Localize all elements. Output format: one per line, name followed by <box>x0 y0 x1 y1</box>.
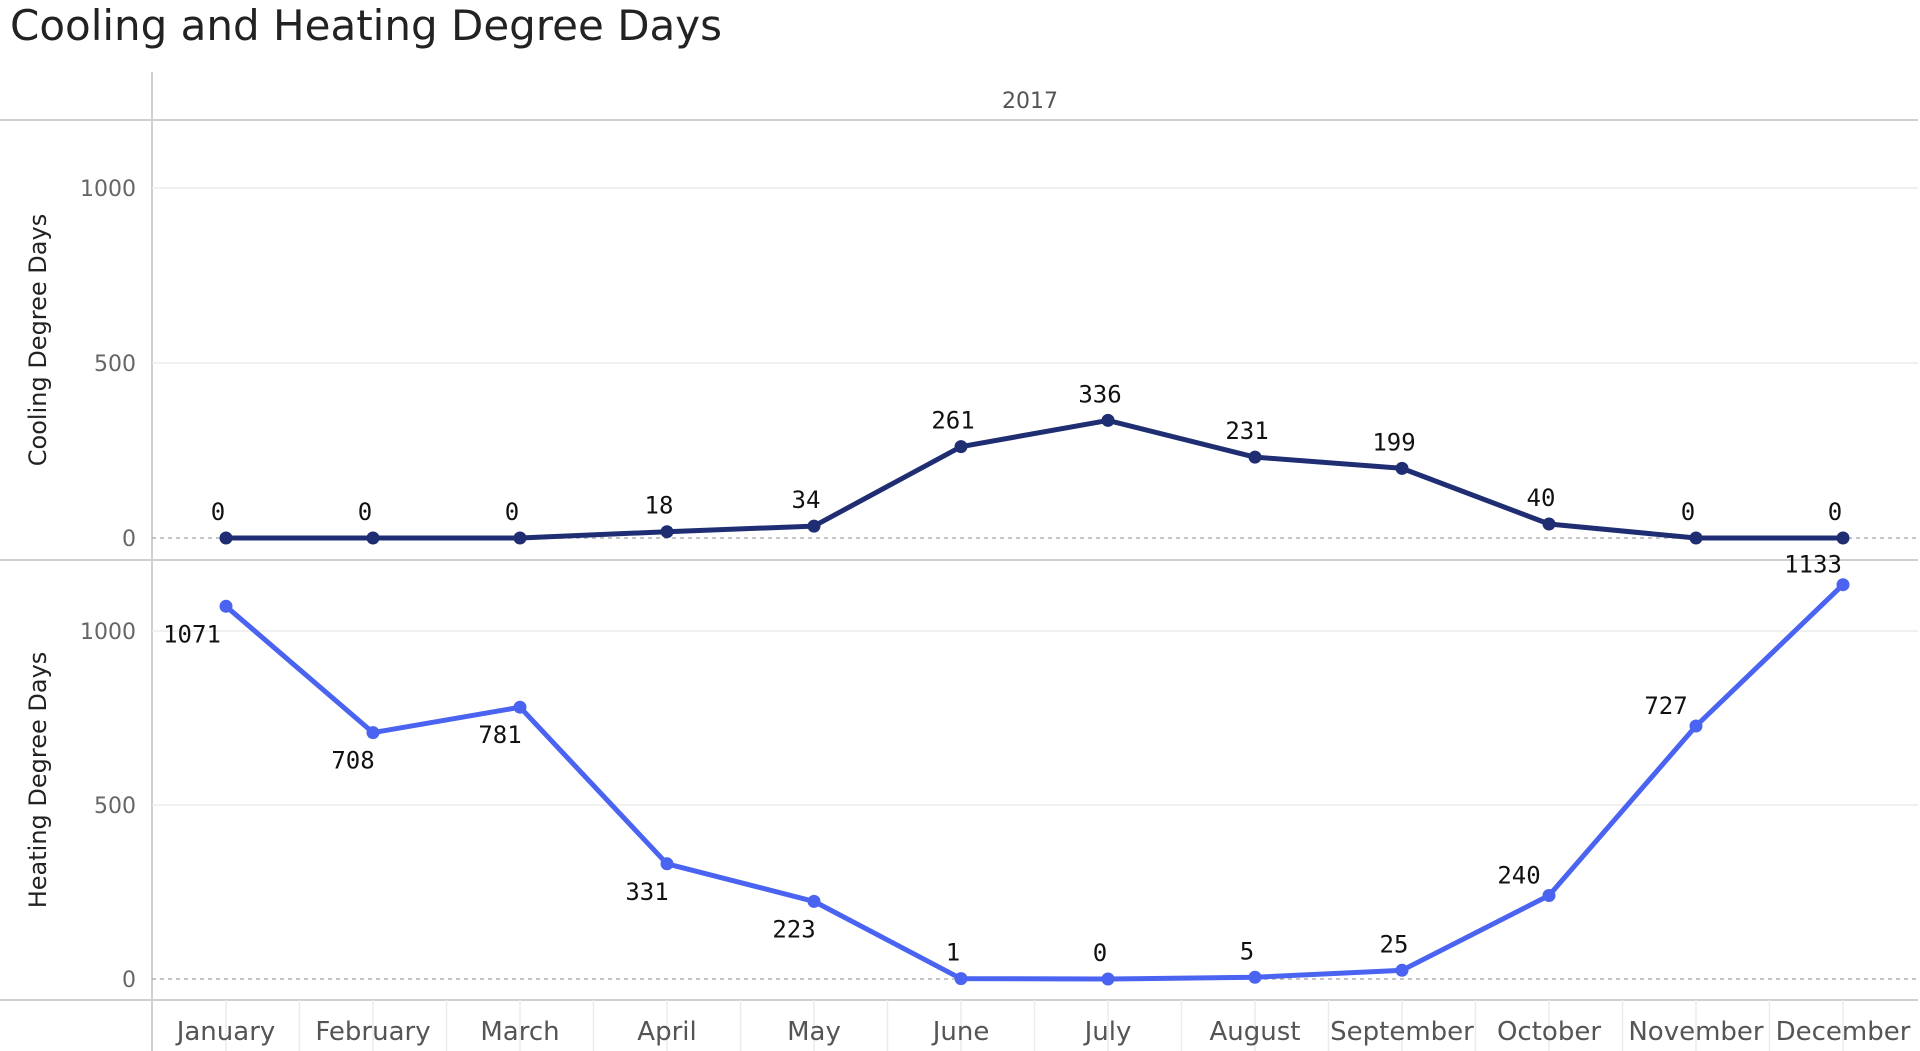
cooling-data-label: 0 <box>211 498 225 526</box>
chart-title: Cooling and Heating Degree Days <box>10 1 722 50</box>
cooling-data-point <box>1395 461 1409 475</box>
cooling-data-label: 261 <box>931 407 974 435</box>
y-tick-label: 0 <box>122 968 136 993</box>
x-tick-label: May <box>787 1017 841 1047</box>
heating-data-label: 1133 <box>1784 551 1842 579</box>
cooling-series-line <box>226 417 1843 541</box>
heating-data-label: 331 <box>625 878 668 906</box>
heating-series-line <box>224 582 1845 982</box>
axes: January February March April May June July Augu… <box>24 177 1911 1047</box>
cooling-data-point <box>660 525 674 539</box>
cooling-data-label: 18 <box>645 492 674 520</box>
x-tick-label: December <box>1776 1017 1911 1047</box>
x-tick-label: June <box>931 1017 990 1047</box>
heating-data-label: 0 <box>1093 939 1107 967</box>
x-tick-label: November <box>1628 1017 1764 1047</box>
cooling-data-point <box>1248 450 1262 464</box>
series-layer <box>219 413 1850 986</box>
cooling-data-point <box>1542 517 1556 531</box>
heating-data-label: 240 <box>1497 861 1540 889</box>
y-tick-label: 1000 <box>80 620 136 645</box>
heating-data-point <box>807 894 821 908</box>
x-tick-label: September <box>1330 1017 1474 1047</box>
cooling-data-label: 0 <box>1681 498 1695 526</box>
heating-data-label: 781 <box>478 721 521 749</box>
cooling-data-point <box>1689 531 1703 545</box>
x-tick-label: August <box>1210 1017 1301 1047</box>
x-tick-label: March <box>480 1017 559 1047</box>
cooling-data-point <box>1101 413 1115 427</box>
heating-data-label: 223 <box>772 915 815 943</box>
heating-data-point <box>219 599 233 613</box>
x-tick-label: July <box>1083 1017 1132 1047</box>
y-tick-label: 0 <box>122 527 136 552</box>
heating-data-point <box>1101 972 1115 986</box>
heating-data-point <box>954 972 968 986</box>
grid-lines <box>152 187 1918 1051</box>
cooling-data-point <box>366 531 380 545</box>
cooling-data-point <box>513 531 527 545</box>
cooling-data-label: 0 <box>505 498 519 526</box>
y-tick-label: 1000 <box>80 177 136 202</box>
cooling-axis-title: Cooling Degree Days <box>24 214 52 466</box>
panel-frames <box>0 72 1918 1051</box>
heating-data-label: 1 <box>946 939 960 967</box>
heating-data-label: 727 <box>1644 692 1687 720</box>
y-tick-label: 500 <box>94 794 136 819</box>
heating-data-point <box>660 857 674 871</box>
x-tick-label: February <box>315 1017 430 1047</box>
heating-data-point <box>1689 719 1703 733</box>
cooling-data-point <box>219 531 233 545</box>
cooling-data-label: 40 <box>1527 484 1556 512</box>
cooling-data-point <box>1836 531 1850 545</box>
heating-data-label: 25 <box>1380 930 1409 958</box>
heating-data-point <box>366 726 380 740</box>
data-labels-layer: 0 0 0 18 34 261 336 231 199 40 0 0 1071 708 781 331 223 1… <box>163 380 1842 967</box>
x-tick-label: January <box>175 1017 276 1047</box>
cooling-data-point <box>954 440 968 454</box>
cooling-data-label: 0 <box>358 498 372 526</box>
facet-strip-label: 2017 <box>1002 89 1058 114</box>
heating-data-label: 708 <box>331 747 374 775</box>
y-tick-label: 500 <box>94 352 136 377</box>
heating-axis-title: Heating Degree Days <box>24 652 52 909</box>
heating-data-label: 1071 <box>163 620 221 648</box>
cooling-data-label: 34 <box>792 486 821 514</box>
cooling-data-label: 0 <box>1828 498 1842 526</box>
cooling-data-label: 199 <box>1372 428 1415 456</box>
cooling-data-label: 231 <box>1225 417 1268 445</box>
cooling-data-point <box>807 519 821 533</box>
heating-data-point <box>513 700 527 714</box>
heating-data-point <box>1542 888 1556 902</box>
cooling-data-label: 336 <box>1078 380 1121 408</box>
heating-data-point <box>1395 963 1409 977</box>
x-tick-label: April <box>637 1017 696 1047</box>
heating-data-point <box>1836 578 1850 592</box>
heating-data-point <box>1248 970 1262 984</box>
heating-data-label: 5 <box>1240 937 1254 965</box>
x-tick-label: October <box>1497 1017 1601 1047</box>
